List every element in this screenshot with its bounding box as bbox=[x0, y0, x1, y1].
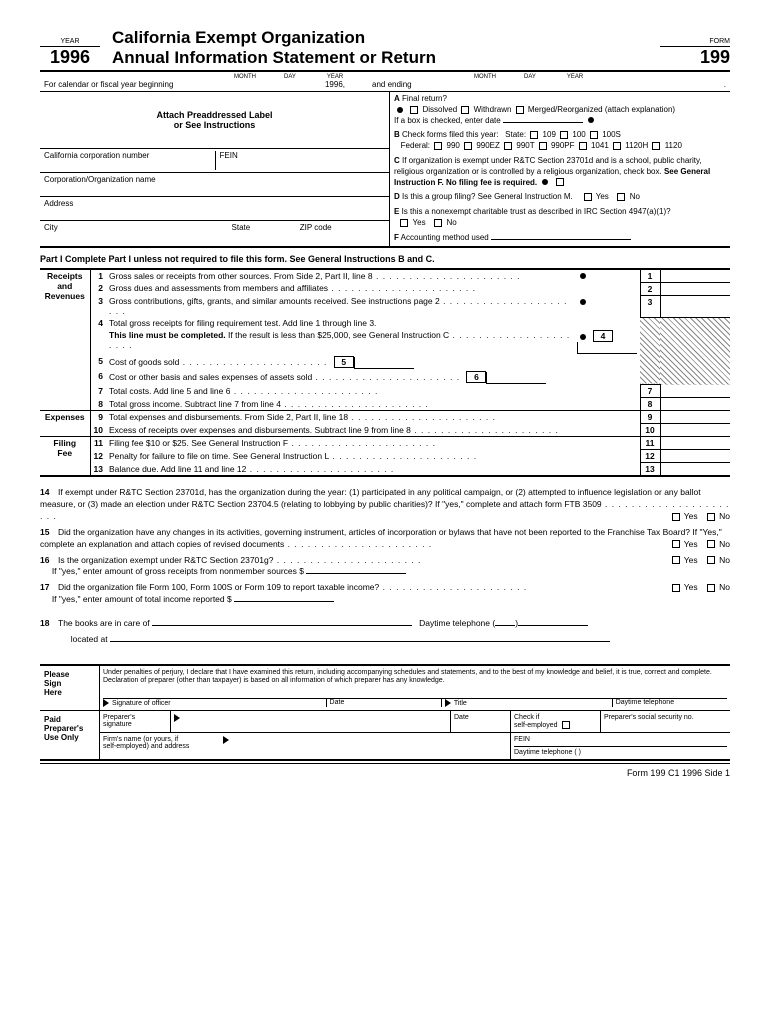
line2-amount[interactable] bbox=[660, 282, 730, 295]
box-checked-date[interactable] bbox=[503, 122, 583, 123]
line7-amount[interactable] bbox=[660, 385, 730, 398]
line10-amount[interactable] bbox=[660, 424, 730, 437]
q17-amount[interactable] bbox=[234, 601, 334, 602]
form-number: 199 bbox=[660, 47, 730, 68]
page-footer: Form 199 C1 1996 Side 1 bbox=[40, 763, 730, 778]
trust-yes[interactable] bbox=[400, 219, 408, 227]
dissolved-checkbox[interactable] bbox=[410, 106, 418, 114]
line9-amount[interactable] bbox=[660, 411, 730, 424]
triangle-icon bbox=[103, 699, 109, 707]
q14-no[interactable] bbox=[707, 513, 715, 521]
line5-amount[interactable] bbox=[354, 357, 414, 369]
q16-no[interactable] bbox=[707, 556, 715, 564]
address-field[interactable]: Address bbox=[40, 197, 389, 221]
corp-number-field[interactable]: California corporation number bbox=[44, 151, 215, 170]
title-line2: Annual Information Statement or Return bbox=[112, 48, 660, 68]
fiscal-prefix: For calendar or fiscal year beginning bbox=[40, 72, 220, 91]
section-e: E Is this a nonexempt charitable trust a… bbox=[390, 205, 730, 231]
section-d: D Is this a group filing? See General In… bbox=[390, 190, 730, 205]
month-col: MONTH bbox=[220, 72, 270, 91]
merged-checkbox[interactable] bbox=[516, 106, 524, 114]
day-col: DAY bbox=[270, 72, 310, 91]
corp-name-field[interactable]: Corporation/Organization name bbox=[40, 173, 389, 197]
q16-yes[interactable] bbox=[672, 556, 680, 564]
q17-yes[interactable] bbox=[672, 584, 680, 592]
line11-amount[interactable] bbox=[660, 437, 730, 450]
year-label: YEAR bbox=[40, 38, 100, 47]
section-b: B Check forms filed this year: State: 10… bbox=[390, 128, 730, 154]
city-field[interactable]: City bbox=[44, 223, 232, 243]
section-f: F Accounting method used bbox=[390, 231, 730, 246]
group-no[interactable] bbox=[617, 193, 625, 201]
line12-amount[interactable] bbox=[660, 450, 730, 463]
zip-field[interactable]: ZIP code bbox=[300, 223, 385, 243]
part1-table: Receipts and Revenues 1 Gross sales or r… bbox=[40, 268, 730, 478]
section-a: A Final return? Dissolved Withdrawn Merg… bbox=[390, 92, 730, 128]
line6-amount[interactable] bbox=[486, 372, 546, 384]
books-care-of[interactable] bbox=[152, 625, 412, 626]
q16-amount[interactable] bbox=[306, 573, 406, 574]
line4-amount[interactable] bbox=[577, 342, 637, 354]
attach-label-box: Attach Preaddressed Label or See Instruc… bbox=[40, 92, 389, 149]
state-field[interactable]: State bbox=[232, 223, 300, 243]
withdrawn-checkbox[interactable] bbox=[461, 106, 469, 114]
books-located-at[interactable] bbox=[110, 641, 610, 642]
trust-no[interactable] bbox=[434, 219, 442, 227]
year-value: 1996 bbox=[40, 47, 100, 68]
part1-header: Part I Complete Part I unless not requir… bbox=[40, 248, 730, 268]
form-label: FORM bbox=[660, 38, 730, 47]
line1-amount[interactable] bbox=[660, 269, 730, 283]
q14-yes[interactable] bbox=[672, 513, 680, 521]
line8-amount[interactable] bbox=[660, 398, 730, 411]
entity-info-grid: Attach Preaddressed Label or See Instruc… bbox=[40, 92, 730, 248]
form-header: YEAR 1996 California Exempt Organization… bbox=[40, 28, 730, 72]
line3-amount[interactable] bbox=[660, 295, 730, 317]
title-line1: California Exempt Organization bbox=[112, 28, 660, 48]
q15-yes[interactable] bbox=[672, 540, 680, 548]
ending-label: and ending bbox=[360, 72, 460, 91]
questions-block: 14If exempt under R&TC Section 23701d, h… bbox=[40, 477, 730, 656]
q17-no[interactable] bbox=[707, 584, 715, 592]
line13-amount[interactable] bbox=[660, 463, 730, 477]
q15-no[interactable] bbox=[707, 540, 715, 548]
self-employed-checkbox[interactable] bbox=[562, 721, 570, 729]
fein-field[interactable]: FEIN bbox=[215, 151, 386, 170]
group-yes[interactable] bbox=[584, 193, 592, 201]
section-c: C If organization is exempt under R&TC S… bbox=[390, 154, 730, 190]
signature-section: Please Sign Here Under penalties of perj… bbox=[40, 664, 730, 761]
accounting-method[interactable] bbox=[491, 239, 631, 240]
fiscal-year-row: For calendar or fiscal year beginning MO… bbox=[40, 72, 730, 92]
